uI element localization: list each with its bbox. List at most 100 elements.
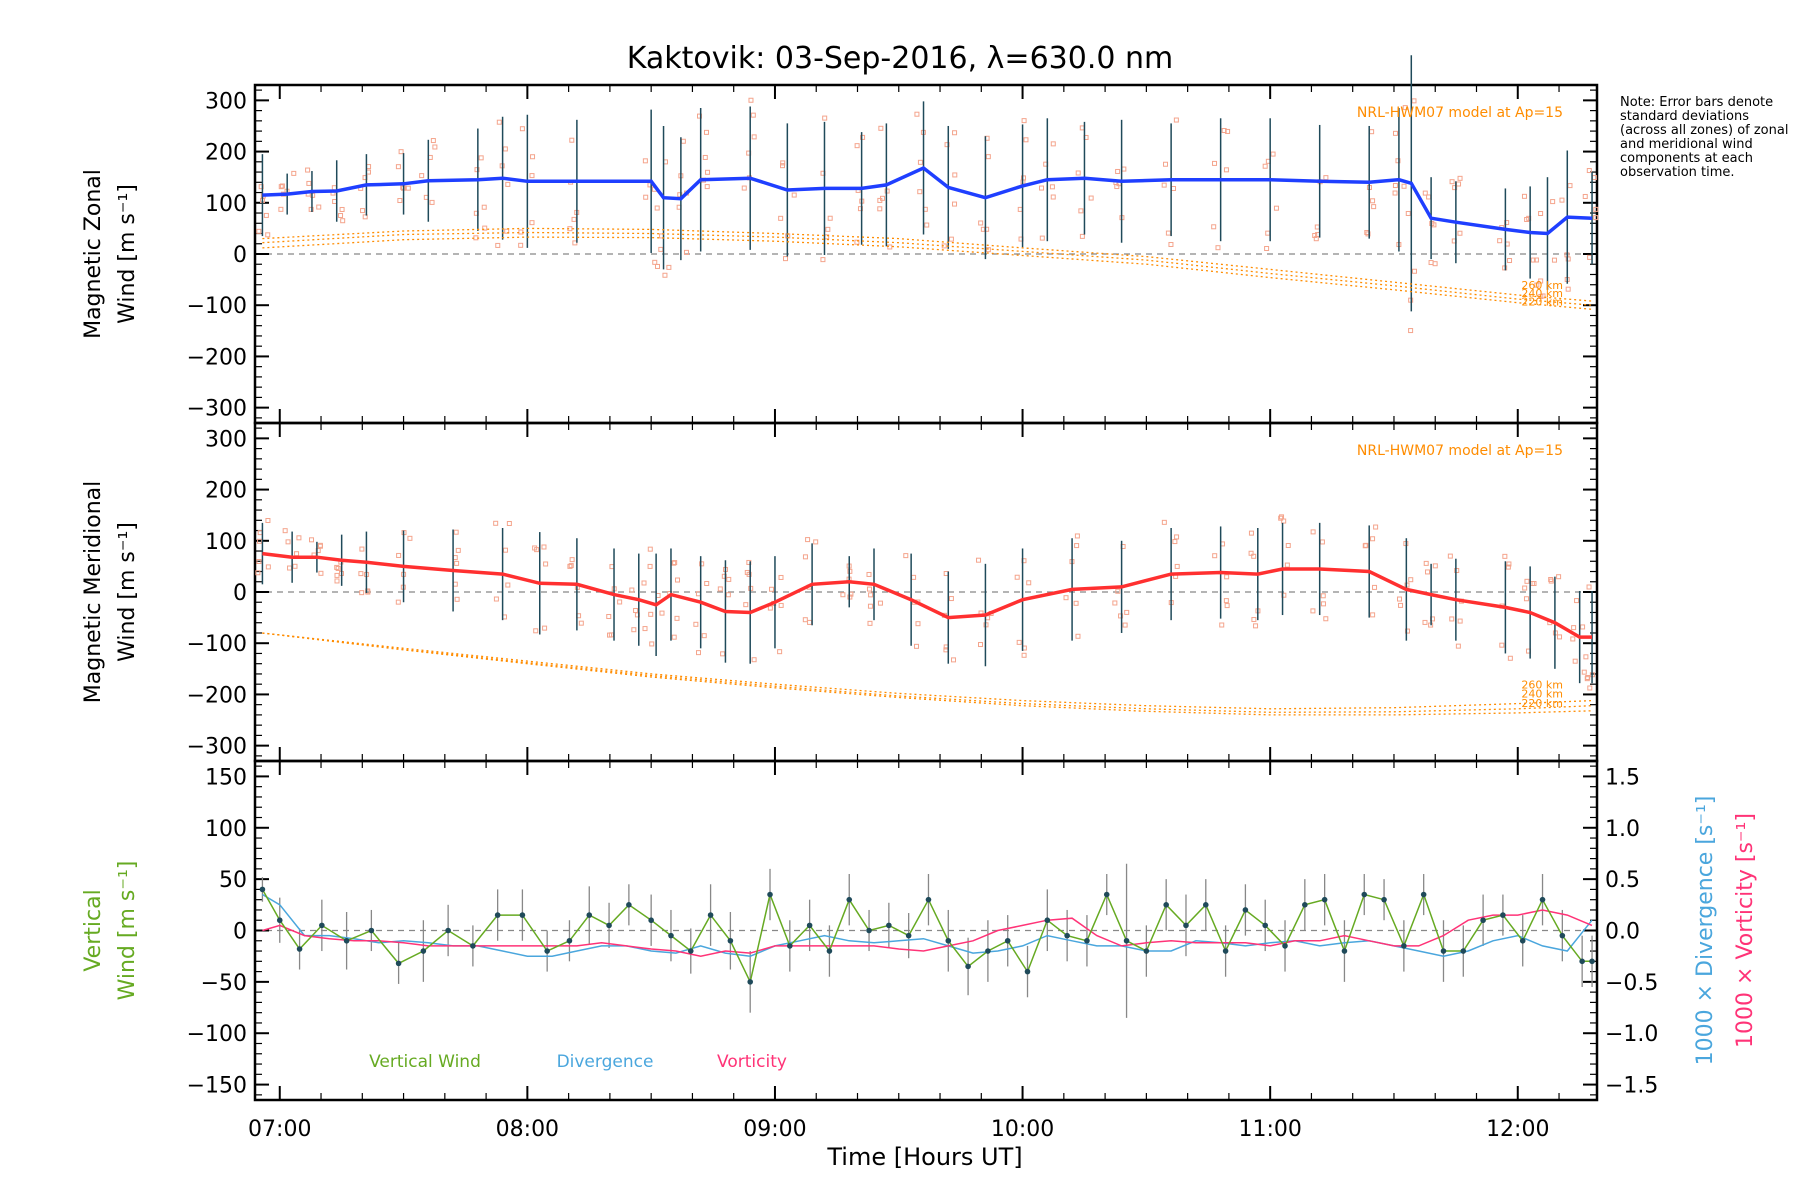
zone-point [395, 164, 401, 170]
zone-point [340, 218, 346, 224]
vertical-wind-point [1589, 958, 1595, 965]
zone-point [693, 621, 699, 627]
y-axis-label-line1: Magnetic Meridional [81, 481, 106, 703]
zone-point [1422, 190, 1428, 196]
zone-point [1587, 685, 1593, 691]
zone-point [493, 596, 499, 602]
zone-point [505, 582, 511, 588]
right-y-tick-label: 1.5 [1605, 765, 1640, 790]
zone-point [1370, 536, 1376, 542]
zone-point [1221, 128, 1227, 134]
zone-point [778, 574, 784, 580]
zone-point [1550, 199, 1556, 205]
zone-point [952, 172, 958, 178]
zone-point [726, 576, 732, 582]
vertical-wind-point [1242, 907, 1249, 913]
zone-point [854, 143, 860, 149]
zone-point [495, 242, 501, 248]
vertical-wind-point [1341, 948, 1348, 954]
zone-point [680, 138, 686, 144]
zone-point [1265, 230, 1271, 236]
chart-title: Kaktovik: 03-Sep-2016, λ=630.0 nm [627, 41, 1173, 76]
model-260km-line [262, 632, 1593, 710]
zone-point [1073, 600, 1079, 606]
zone-point [1425, 569, 1431, 575]
zone-point [866, 571, 872, 577]
zone-point [335, 565, 341, 571]
zone-point [481, 204, 487, 210]
right-y-tick-label: −1.5 [1605, 1074, 1658, 1099]
zone-point [263, 212, 269, 218]
zone-point [430, 138, 436, 144]
zone-point [840, 592, 846, 598]
y-tick-label: −200 [187, 683, 247, 708]
zone-point [675, 577, 681, 583]
vertical-wind-point [648, 917, 654, 924]
zone-point [1372, 584, 1378, 590]
zone-point [1506, 561, 1512, 567]
zone-point [952, 201, 958, 207]
zone-point [567, 563, 573, 569]
zone-point [813, 539, 819, 545]
zone-point [606, 614, 612, 620]
zone-point [1314, 224, 1320, 230]
zone-point [617, 599, 623, 605]
zone-point [746, 571, 752, 577]
zone-point [1457, 618, 1463, 624]
zone-point [1323, 175, 1329, 181]
zone-point [1572, 658, 1578, 664]
vertical-wind-point [445, 927, 451, 934]
zone-point [478, 155, 484, 161]
legend-vorticity: Vorticity [717, 1052, 787, 1072]
vertical-wind-point [1381, 896, 1387, 903]
zone-point [285, 539, 291, 545]
vertical-wind-point [1163, 902, 1169, 908]
zone-point [502, 146, 508, 152]
zone-point [1251, 553, 1257, 559]
zone-point [1174, 563, 1180, 569]
zone-point [334, 564, 340, 570]
zone-point [1454, 568, 1460, 574]
zone-point [571, 216, 577, 222]
zone-point [1063, 595, 1069, 601]
vertical-wind-point [606, 922, 612, 929]
zone-point [1016, 639, 1022, 645]
vertical-wind-point [747, 979, 754, 985]
y-tick-label: 100 [205, 817, 247, 842]
zone-point [917, 159, 923, 165]
zone-point [1538, 278, 1544, 284]
zone-point [1078, 208, 1084, 214]
vertical-wind-point [1559, 932, 1566, 939]
zone-point [704, 184, 710, 190]
zone-point [309, 537, 315, 543]
zone-point [1224, 574, 1230, 580]
zone-point [1371, 204, 1377, 210]
zone-point [1567, 183, 1573, 189]
zone-point [529, 173, 535, 179]
zone-point [725, 592, 731, 598]
vertical-wind-point [1123, 937, 1130, 944]
vertical-wind-point [1064, 932, 1070, 939]
zone-point [496, 119, 502, 125]
error-bar-note: Note: Error bars denote standard deviati… [1620, 95, 1789, 180]
zone-point [1586, 584, 1592, 590]
vertical-wind-point [470, 943, 476, 949]
zone-point [807, 619, 813, 625]
vertical-wind-point [925, 896, 932, 903]
zone-point [1212, 160, 1218, 166]
zone-point [1533, 257, 1539, 263]
zone-point [666, 264, 672, 270]
zone-point [265, 232, 271, 238]
zone-point [866, 586, 872, 592]
zone-point [877, 197, 883, 203]
zone-point [643, 194, 649, 200]
zone-point [1507, 655, 1513, 661]
zone-point [1422, 619, 1428, 625]
zone-point [1581, 669, 1587, 675]
zone-point [542, 625, 548, 631]
zone-point [1392, 130, 1398, 136]
zone-point [751, 657, 757, 663]
zone-point [978, 642, 984, 648]
zone-point [671, 634, 677, 640]
zone-point [743, 602, 749, 608]
